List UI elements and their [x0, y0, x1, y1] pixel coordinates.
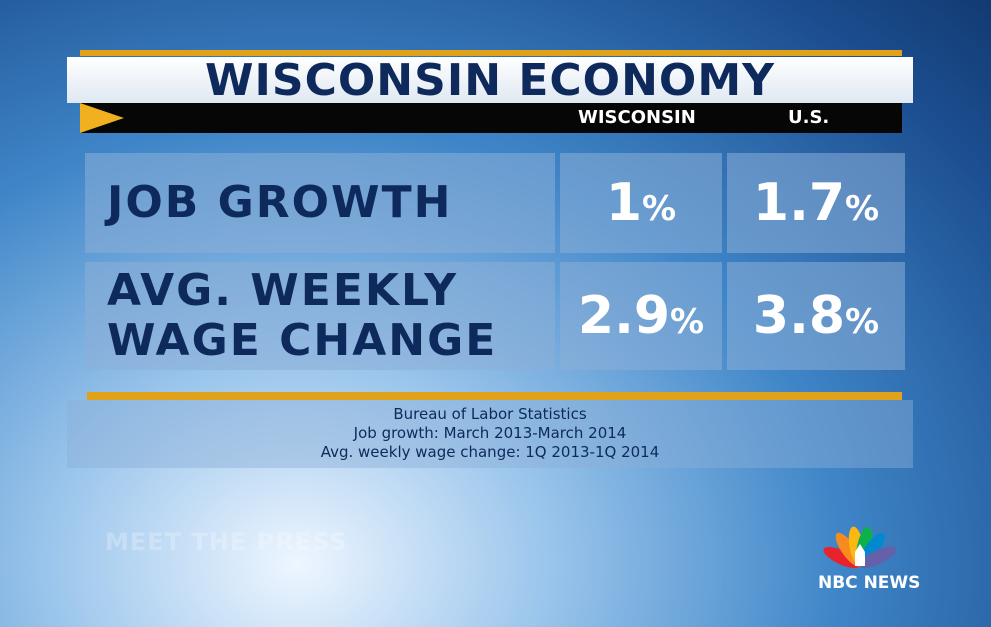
value-cell: 2.9%: [560, 262, 722, 370]
row-label: JOB GROWTH: [85, 153, 555, 253]
value-number: 3.8: [752, 286, 846, 346]
value-unit: %: [670, 302, 705, 342]
gold-rule: [80, 50, 902, 56]
peacock: [823, 526, 897, 569]
column-header: U.S.: [788, 107, 830, 128]
value-number: 2.9: [577, 286, 671, 346]
value-unit: %: [845, 302, 880, 342]
header-bar: [80, 103, 902, 133]
value-cell: 1%: [560, 153, 722, 253]
gold-rule: [87, 392, 902, 400]
arrow: [80, 103, 124, 133]
source: Bureau of Labor Statistics Job growth: Ma…: [67, 400, 913, 468]
logo-text: NBC NEWS: [818, 573, 921, 593]
column-header: WISCONSIN: [578, 107, 696, 128]
label-line: WAGE CHANGE: [107, 315, 498, 366]
source-line: Job growth: March 2013-March 2014: [353, 424, 627, 442]
row-label: AVG. WEEKLY WAGE CHANGE: [85, 262, 555, 370]
value-unit: %: [642, 189, 677, 229]
label-line: JOB GROWTH: [107, 177, 453, 228]
title: WISCONSIN ECONOMY: [67, 57, 913, 105]
value-number: 1: [605, 173, 643, 233]
source-line: Avg. weekly wage change: 1Q 2013-1Q 2014: [320, 443, 660, 461]
value-cell: 3.8%: [727, 262, 905, 370]
value-number: 1.7: [752, 173, 846, 233]
label-line: AVG. WEEKLY: [107, 265, 459, 316]
source-line: Bureau of Labor Statistics: [393, 405, 587, 423]
value-cell: 1.7%: [727, 153, 905, 253]
value-unit: %: [845, 189, 880, 229]
watermark: MEET THE PRESS: [105, 528, 348, 556]
